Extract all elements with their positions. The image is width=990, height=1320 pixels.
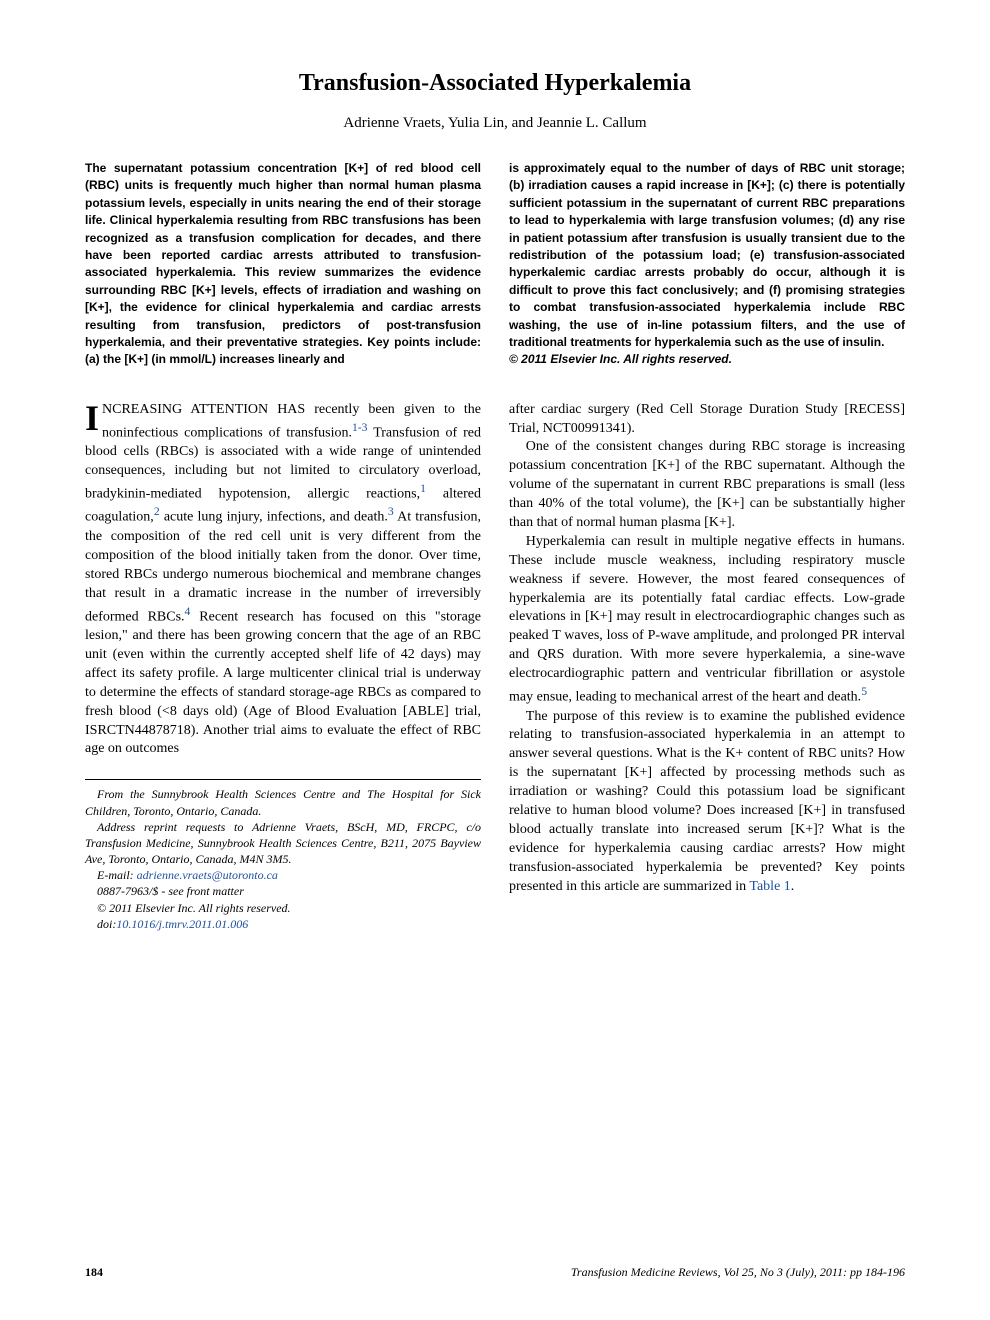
abstract-left-column: The supernatant potassium concentration …	[85, 160, 481, 369]
affiliation-block: From the Sunnybrook Health Sciences Cent…	[85, 779, 481, 932]
paragraph-trial-cont: after cardiac surgery (Red Cell Storage …	[509, 401, 905, 439]
author-list: Adrienne Vraets, Yulia Lin, and Jeannie …	[85, 115, 905, 132]
intro-text-5: At transfusion, the composition of the r…	[85, 510, 481, 624]
abstract-right-text: is approximately equal to the number of …	[509, 161, 905, 349]
paragraph-intro: INCREASING ATTENTION HAS recently been g…	[85, 401, 481, 760]
page-number: 184	[85, 1265, 103, 1280]
email-link[interactable]: adrienne.vraets@utoronto.ca	[137, 868, 278, 882]
body-right-column: after cardiac surgery (Red Cell Storage …	[509, 401, 905, 932]
p4-text-a: The purpose of this review is to examine…	[509, 709, 905, 894]
reference-link-1-3[interactable]: 1-3	[352, 421, 368, 434]
paragraph-storage: One of the consistent changes during RBC…	[509, 438, 905, 532]
article-title: Transfusion-Associated Hyperkalemia	[85, 70, 905, 97]
body-container: INCREASING ATTENTION HAS recently been g…	[85, 401, 905, 932]
p4-text-b: .	[791, 879, 795, 894]
paragraph-hyperkalemia-effects: Hyperkalemia can result in multiple nega…	[509, 533, 905, 708]
body-left-column: INCREASING ATTENTION HAS recently been g…	[85, 401, 481, 932]
abstract-container: The supernatant potassium concentration …	[85, 160, 905, 369]
dropcap: I	[85, 401, 102, 434]
affiliation-email-line: E-mail: adrienne.vraets@utoronto.ca	[85, 867, 481, 883]
p3-text: Hyperkalemia can result in multiple nega…	[509, 534, 905, 705]
affiliation-doi-line: doi:10.1016/j.tmrv.2011.01.006	[85, 916, 481, 932]
intro-text-4: acute lung injury, infections, and death…	[160, 510, 388, 525]
affiliation-address: Address reprint requests to Adrienne Vra…	[85, 819, 481, 868]
doi-label: doi:	[97, 917, 116, 931]
journal-citation: Transfusion Medicine Reviews, Vol 25, No…	[571, 1265, 905, 1280]
email-label: E-mail:	[97, 868, 137, 882]
reference-link-5[interactable]: 5	[861, 685, 867, 698]
paragraph-purpose: The purpose of this review is to examine…	[509, 708, 905, 897]
affiliation-from: From the Sunnybrook Health Sciences Cent…	[85, 786, 481, 818]
abstract-right-column: is approximately equal to the number of …	[509, 160, 905, 369]
affiliation-copyright: © 2011 Elsevier Inc. All rights reserved…	[85, 900, 481, 916]
abstract-copyright: © 2011 Elsevier Inc. All rights reserved…	[509, 352, 732, 366]
table-1-link[interactable]: Table 1	[749, 879, 790, 894]
intro-text-6: Recent research has focused on this "sto…	[85, 609, 481, 756]
page-footer: 184 Transfusion Medicine Reviews, Vol 25…	[85, 1265, 905, 1280]
doi-link[interactable]: 10.1016/j.tmrv.2011.01.006	[116, 917, 248, 931]
affiliation-issn: 0887-7963/$ - see front matter	[85, 883, 481, 899]
